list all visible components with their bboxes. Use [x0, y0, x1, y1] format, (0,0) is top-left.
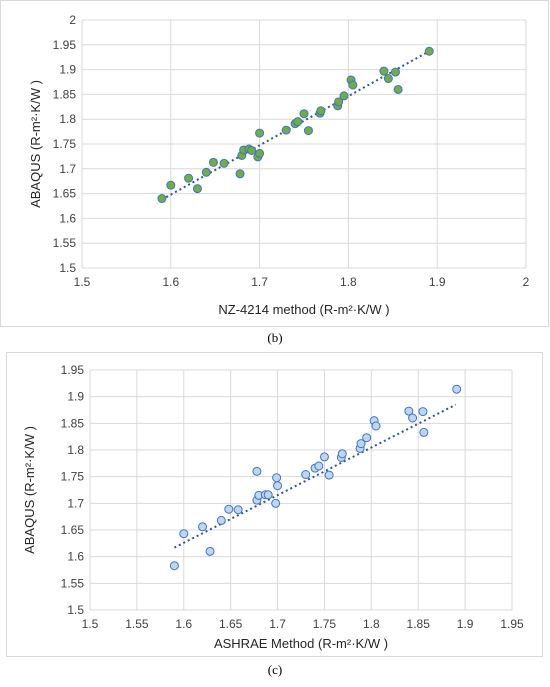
data-point: [393, 84, 403, 94]
x-axis-title: ASHRAE Method (R-m²·K/W ): [214, 636, 388, 651]
data-point: [169, 561, 179, 571]
x-tick-label: 1.85: [407, 617, 431, 631]
data-point: [324, 470, 334, 480]
chart-panel-c: 1.5 1.55 1.6 1.65 1.7 1.75 1.8 1.85 1.9 1.95 1.5 1.…: [0, 352, 550, 687]
trendline: [173, 403, 457, 549]
y-tick-label: 1.65: [61, 523, 85, 537]
data-point: [224, 504, 234, 514]
y-tick-label: 1.9: [67, 390, 84, 404]
chart-panel-b: 1.5 1.6 1.7 1.8 1.9 2 1.5 1.55 1.6 1.65 1.7 1.75 1.8…: [0, 0, 549, 345]
data-point: [216, 515, 226, 525]
x-tick-label: 1.55: [125, 617, 149, 631]
y-tick-label: 1.75: [53, 137, 77, 151]
y-tick-label: 1.8: [59, 112, 76, 126]
data-point: [184, 173, 194, 183]
data-point: [255, 148, 265, 158]
scatter-chart-c: 1.5 1.55 1.6 1.65 1.7 1.75 1.8 1.85 1.9 1.95 1.5 1.…: [6, 352, 543, 657]
x-tick-label: 1.6: [162, 275, 179, 289]
data-point: [452, 384, 462, 394]
data-point: [418, 407, 428, 417]
chart-caption-b: (b): [267, 330, 283, 345]
x-tick-label: 1.95: [500, 617, 524, 631]
y-tick-label: 1.95: [61, 363, 85, 377]
data-point: [337, 449, 347, 459]
data-point: [334, 97, 344, 107]
data-point: [348, 80, 358, 90]
data-point: [192, 184, 202, 194]
scatter-chart-b: 1.5 1.6 1.7 1.8 1.9 2 1.5 1.55 1.6 1.65 1.7 1.75 1.8…: [0, 0, 549, 327]
chart-caption-c: (c): [267, 662, 283, 677]
data-point: [408, 413, 418, 423]
data-point: [390, 67, 400, 77]
data-point: [272, 473, 282, 483]
y-tick-label: 1.55: [61, 576, 85, 590]
data-point: [319, 452, 329, 462]
y-tick-label: 1.6: [67, 550, 84, 564]
y-tick-label: 1.95: [53, 38, 77, 52]
x-tick-label: 1.8: [340, 275, 357, 289]
x-tick-label: 1.65: [219, 617, 243, 631]
y-tick-label: 1.65: [53, 187, 77, 201]
data-point: [198, 522, 208, 532]
data-point: [424, 46, 434, 56]
data-point: [379, 66, 389, 76]
data-point: [219, 158, 229, 168]
x-tick-label: 1.7: [269, 617, 286, 631]
data-point: [303, 126, 313, 136]
data-point: [179, 529, 189, 539]
data-point: [362, 433, 372, 443]
data-point: [301, 470, 311, 480]
data-point: [293, 117, 303, 127]
data-point: [273, 481, 283, 491]
data-point: [205, 546, 215, 556]
data-point: [404, 406, 414, 416]
data-point: [316, 106, 326, 116]
y-tick-label: 1.85: [53, 87, 77, 101]
y-tick-label: 2: [69, 13, 76, 27]
data-point: [314, 461, 324, 471]
x-axis-title: NZ-4214 method (R-m²·K/W ): [218, 302, 389, 317]
x-tick-label: 1.5: [74, 275, 91, 289]
x-tick-label: 2: [523, 275, 530, 289]
chart-frame: [0, 0, 549, 327]
y-tick-label: 1.75: [61, 470, 85, 484]
y-tick-label: 1.7: [59, 162, 76, 176]
data-point: [281, 125, 291, 135]
x-tick-label: 1.7: [251, 275, 268, 289]
y-tick-label: 1.8: [67, 443, 84, 457]
y-axis-title: ABAQUS (R-m²·K/W ): [22, 426, 37, 554]
x-tick-label: 1.6: [175, 617, 192, 631]
y-tick-label: 1.55: [53, 236, 77, 250]
x-tick-label: 1.8: [363, 617, 380, 631]
y-tick-label: 1.6: [59, 211, 76, 225]
y-axis-title: ABAQUS (R-m²·K/W ): [28, 80, 43, 208]
data-point: [299, 109, 309, 119]
data-point: [201, 167, 211, 177]
data-point: [233, 505, 243, 515]
data-point: [166, 180, 176, 190]
y-tick-label: 1.7: [67, 496, 84, 510]
x-tick-label: 1.9: [457, 617, 474, 631]
data-point: [252, 466, 262, 476]
data-point: [208, 157, 218, 167]
data-point: [371, 421, 381, 431]
data-point: [271, 498, 281, 508]
chart-frame: [6, 352, 543, 657]
y-tick-label: 1.5: [67, 603, 84, 617]
data-point: [356, 439, 366, 449]
data-point: [263, 490, 273, 500]
x-tick-label: 1.9: [429, 275, 446, 289]
data-point: [247, 145, 257, 155]
x-tick-label: 1.5: [82, 617, 99, 631]
y-tick-label: 1.5: [59, 261, 76, 275]
data-point: [383, 74, 393, 84]
data-point: [157, 194, 167, 204]
x-tick-label: 1.75: [313, 617, 337, 631]
y-tick-label: 1.85: [61, 416, 85, 430]
data-point: [419, 427, 429, 437]
data-point: [339, 91, 349, 101]
data-point: [255, 128, 265, 138]
y-tick-label: 1.9: [59, 63, 76, 77]
data-point: [235, 169, 245, 179]
